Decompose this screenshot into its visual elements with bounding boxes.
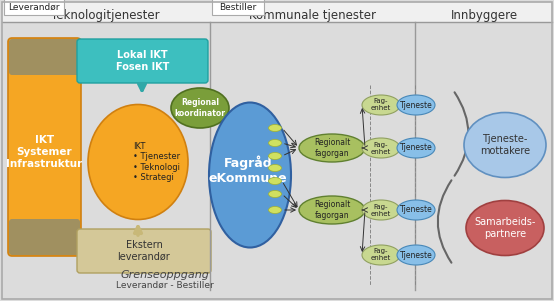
Text: Regionalt
fagorgan: Regionalt fagorgan [314,138,350,158]
Ellipse shape [269,153,281,160]
Text: Samarbeids-
partnere: Samarbeids- partnere [474,217,536,239]
Text: Tjeneste-
mottakere: Tjeneste- mottakere [480,134,530,156]
Ellipse shape [88,104,188,219]
Bar [2,2,552,22]
Ellipse shape [362,95,400,115]
FancyBboxPatch shape [77,39,208,83]
Ellipse shape [397,138,435,158]
Text: Tjeneste: Tjeneste [399,250,432,259]
Ellipse shape [269,206,281,213]
Text: Teknologitjenester: Teknologitjenester [50,8,160,21]
Text: Leverandør: Leverandør [8,3,60,12]
Text: Fag-
enhet: Fag- enhet [371,98,391,111]
Ellipse shape [269,191,281,197]
Ellipse shape [397,95,435,115]
Ellipse shape [299,196,365,224]
Ellipse shape [171,88,229,128]
Text: Regional
koordinator: Regional koordinator [175,98,225,118]
FancyBboxPatch shape [4,0,64,15]
Ellipse shape [362,245,400,265]
Text: Fag-
enhet: Fag- enhet [371,203,391,216]
Text: Bestiller: Bestiller [219,3,257,12]
FancyBboxPatch shape [9,219,80,255]
Text: Fagråd
eKommune: Fagråd eKommune [209,155,288,185]
Text: Innbyggere: Innbyggere [451,8,518,21]
Text: Fag-
enhet: Fag- enhet [371,141,391,154]
Text: Leverandør - Bestiller: Leverandør - Bestiller [116,281,214,290]
Text: Lokal IKT
Fosen IKT: Lokal IKT Fosen IKT [116,50,169,72]
Ellipse shape [362,138,400,158]
Text: Ekstern
leverandør: Ekstern leverandør [117,240,171,262]
Text: Fag-
enhet: Fag- enhet [371,249,391,262]
Ellipse shape [362,200,400,220]
Text: Tjeneste: Tjeneste [399,101,432,110]
FancyBboxPatch shape [77,229,211,273]
Text: Regionalt
fagorgan: Regionalt fagorgan [314,200,350,220]
Ellipse shape [464,113,546,178]
Text: IKT
• Tjenester
• Teknologi
• Strategi: IKT • Tjenester • Teknologi • Strategi [133,142,180,182]
Ellipse shape [269,165,281,172]
FancyBboxPatch shape [9,39,80,75]
Text: Tjeneste: Tjeneste [399,206,432,215]
Ellipse shape [269,125,281,132]
Ellipse shape [299,134,365,162]
Ellipse shape [269,139,281,147]
Ellipse shape [397,245,435,265]
Text: Tjeneste: Tjeneste [399,144,432,153]
Ellipse shape [209,103,291,247]
Text: Grenseoppgang: Grenseoppgang [121,270,209,280]
FancyBboxPatch shape [8,38,81,256]
Ellipse shape [466,200,544,256]
Ellipse shape [269,178,281,185]
Text: IKT
Systemer
Infrastruktur: IKT Systemer Infrastruktur [7,135,83,169]
Text: Kommunale tjenester: Kommunale tjenester [249,8,376,21]
FancyBboxPatch shape [212,0,264,15]
Ellipse shape [397,200,435,220]
